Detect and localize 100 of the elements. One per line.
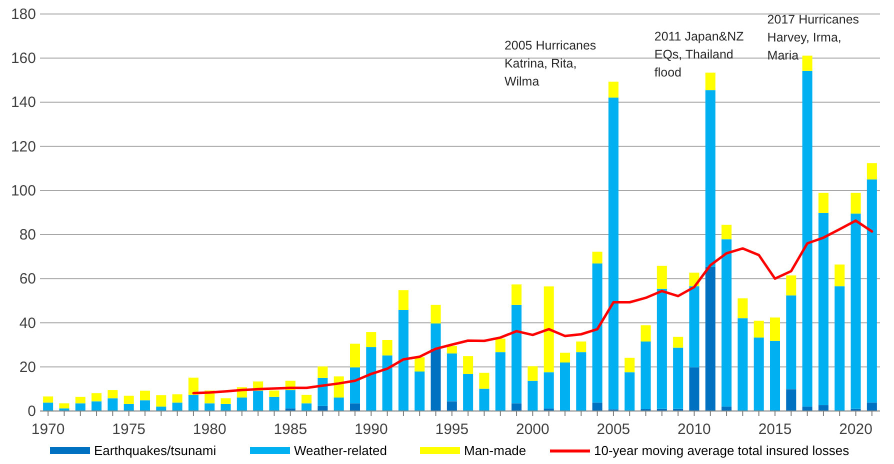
bar [350, 403, 360, 411]
bar [802, 56, 812, 71]
bar [430, 304, 441, 324]
bar [786, 275, 796, 296]
line-series [192, 219, 874, 394]
bar [43, 402, 54, 411]
legend-label: 10-year moving average total insured losses [594, 443, 850, 458]
bar [705, 72, 716, 90]
bar [802, 406, 812, 411]
bar [850, 192, 861, 214]
bar [75, 396, 86, 404]
bar [528, 366, 538, 381]
bar [834, 264, 845, 286]
legend-label: Weather-related [294, 443, 387, 458]
bar [656, 266, 667, 289]
bar [188, 394, 198, 411]
bar [512, 304, 522, 404]
bar [446, 401, 457, 411]
bar [850, 214, 861, 409]
bar [689, 367, 700, 411]
bar [722, 406, 732, 411]
bar [414, 372, 425, 411]
bar [463, 356, 474, 374]
bar [528, 380, 538, 411]
bar [754, 320, 764, 338]
bar [738, 318, 748, 411]
y-tick-label: 60 [19, 270, 36, 288]
bar [640, 342, 651, 410]
bar [786, 295, 796, 390]
bar [624, 358, 635, 372]
x-tick-label: 1995 [435, 421, 469, 438]
x-tick-label: 2015 [758, 421, 792, 438]
bar [350, 344, 360, 368]
bar [705, 266, 716, 411]
annotation: 2005 Hurricanes Katrina, Rita, Wilma [504, 38, 596, 89]
bar [866, 179, 877, 403]
bar [269, 390, 280, 397]
bar [446, 353, 457, 402]
x-tick-label: 1975 [112, 421, 146, 438]
x-tick-label: 2000 [516, 421, 550, 438]
bar [285, 390, 296, 408]
bar [398, 290, 408, 310]
bar [818, 192, 828, 213]
bar [495, 352, 506, 411]
bar [689, 286, 700, 368]
bar [446, 346, 457, 354]
bar [382, 340, 392, 356]
bar [592, 402, 602, 411]
bar [92, 393, 102, 402]
annotation: 2011 Japan&NZ EQs, Thailand flood [654, 30, 744, 80]
y-tick-label: 180 [10, 6, 36, 23]
bar [92, 401, 102, 411]
bar [430, 348, 441, 411]
bar [512, 403, 522, 411]
y-tick-label: 40 [19, 314, 36, 332]
y-tick-label: 80 [19, 226, 36, 244]
bar [624, 372, 635, 411]
bar [866, 163, 877, 180]
bar [818, 405, 828, 411]
bar [560, 352, 570, 362]
legend-label: Earthquakes/tsunami [94, 443, 216, 458]
bar [172, 402, 182, 411]
bar [834, 286, 845, 411]
bar [108, 390, 118, 398]
bar [544, 372, 554, 409]
bar [156, 395, 166, 407]
bar [738, 298, 748, 318]
bar [722, 224, 732, 240]
x-tick-label: 1990 [354, 421, 388, 438]
bar [576, 352, 586, 411]
bar [592, 252, 602, 264]
bar [656, 288, 667, 409]
bar [512, 284, 522, 305]
bar [302, 403, 312, 411]
bar [302, 394, 312, 404]
bar [673, 336, 684, 348]
bar [253, 390, 264, 411]
bar [608, 98, 618, 410]
bar [124, 404, 134, 411]
y-tick-label: 140 [10, 94, 36, 112]
bar [866, 402, 877, 411]
bar [818, 212, 828, 406]
y-tick-label: 120 [10, 138, 36, 156]
bar [43, 396, 54, 403]
bar [479, 372, 490, 389]
y-tick-label: 160 [10, 50, 36, 68]
bar [172, 394, 182, 403]
y-tick-label: 100 [10, 182, 36, 200]
bar [188, 378, 198, 395]
bar [560, 362, 570, 411]
bar [156, 406, 166, 411]
bar [544, 286, 554, 372]
bar [269, 396, 280, 411]
bar [382, 355, 392, 411]
bar [318, 378, 328, 406]
bar [754, 338, 764, 411]
bar [770, 317, 780, 341]
x-tick-label: 2020 [839, 421, 872, 438]
bar [59, 403, 70, 408]
x-tick-label: 1970 [31, 421, 65, 438]
